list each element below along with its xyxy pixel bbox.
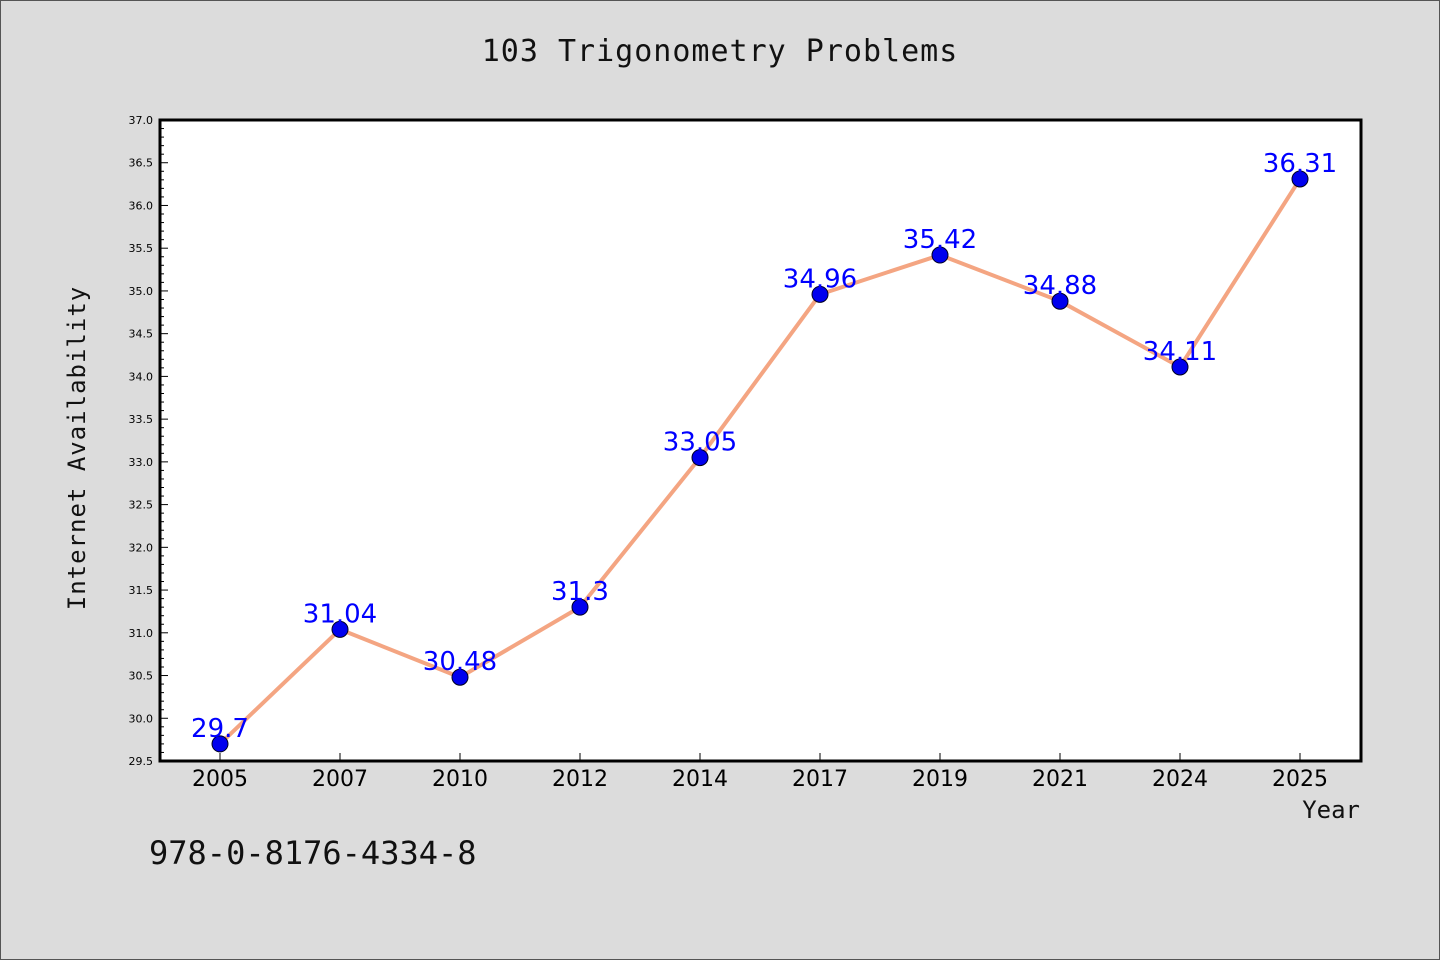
y-tick-label: 31.0 [129, 627, 154, 640]
data-point [571, 598, 589, 616]
y-tick-label: 37.0 [129, 114, 154, 127]
x-tick-label: 2024 [1152, 767, 1208, 792]
x-tick-label: 2012 [552, 767, 608, 792]
data-point [691, 449, 709, 467]
data-point [1051, 292, 1069, 310]
data-point [331, 620, 349, 638]
data-label: 34.88 [1023, 271, 1097, 301]
data-point [1171, 358, 1189, 376]
y-tick-label: 33.0 [129, 456, 154, 469]
y-tick-label: 32.0 [129, 541, 154, 554]
x-tick-label: 2007 [312, 767, 368, 792]
x-axis: 2005 2007 2010 2012 2014 2017 2019 2021 2024 2025 [192, 753, 1328, 792]
isbn-code: 978-0-8176-4334-8 [149, 834, 477, 872]
data-point [211, 735, 229, 753]
y-tick-label: 34.5 [129, 328, 154, 341]
data-label: 34.96 [783, 264, 857, 294]
series-line [218, 176, 1302, 746]
data-label: 34.11 [1143, 337, 1217, 367]
data-label: 35.42 [903, 225, 977, 255]
data-points [211, 170, 1309, 753]
y-tick-label: 36.0 [129, 199, 154, 212]
y-tick-label: 34.0 [129, 370, 154, 383]
data-labels: 29.7 31.04 30.48 31.3 33.05 34.96 35.42 34.88 34… [191, 149, 1337, 744]
y-tick-label: 35.0 [129, 285, 154, 298]
data-label: 33.05 [663, 428, 737, 458]
y-tick-label: 31.5 [129, 584, 154, 597]
y-axis: 29.5 30.0 30.5 31.0 31.5 32.0 32.5 33.0 33.5 34.0… [129, 114, 168, 768]
series-line-group [218, 176, 1302, 746]
y-tick-label: 30.0 [129, 712, 154, 725]
x-tick-label: 2017 [792, 767, 848, 792]
data-label: 31.04 [303, 599, 377, 629]
data-point [931, 246, 949, 264]
chart-title: 103 Trigonometry Problems [481, 34, 959, 69]
y-tick-label: 36.5 [129, 157, 154, 170]
plot-area [158, 118, 1363, 763]
data-point [451, 668, 469, 686]
x-tick-label: 2019 [912, 767, 968, 792]
x-tick-label: 2021 [1032, 767, 1088, 792]
data-label: 36.31 [1263, 149, 1337, 179]
x-tick-label: 2025 [1272, 767, 1328, 792]
y-tick-label: 30.5 [129, 670, 154, 683]
y-tick-label: 29.5 [129, 755, 154, 768]
y-tick-label: 35.5 [129, 242, 154, 255]
x-tick-label: 2005 [192, 767, 248, 792]
data-point [811, 285, 829, 303]
y-tick-label: 33.5 [129, 413, 154, 426]
data-label: 31.3 [551, 577, 609, 607]
data-label: 30.48 [423, 647, 497, 677]
x-tick-label: 2010 [432, 767, 488, 792]
y-tick-label: 32.5 [129, 499, 154, 512]
data-point [1291, 170, 1309, 188]
x-axis-label: Year [1302, 796, 1360, 824]
data-label: 29.7 [191, 714, 249, 744]
x-tick-label: 2014 [672, 767, 728, 792]
